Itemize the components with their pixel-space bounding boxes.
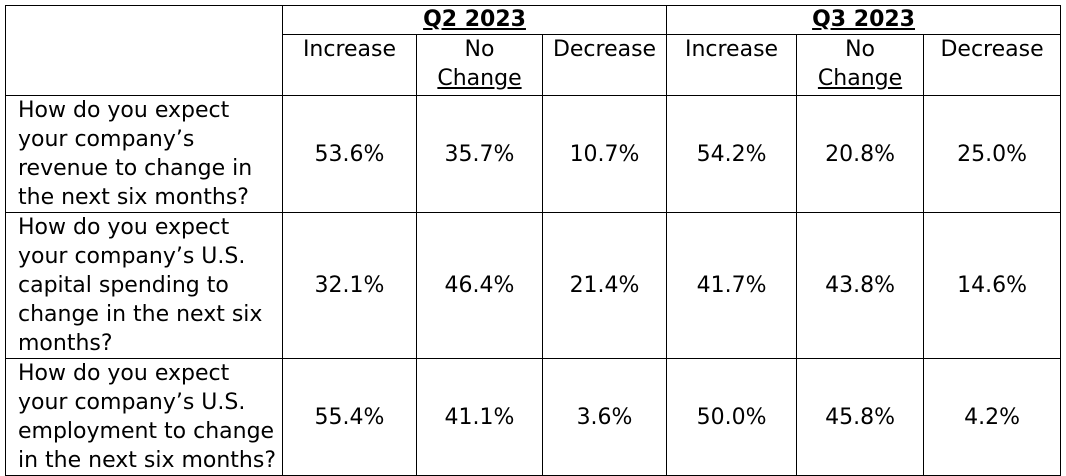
table-row: How do you expect your company’s revenue… <box>5 95 1062 213</box>
period-header-q3: Q3 2023 <box>666 5 1062 35</box>
question-cell: How do you expect your company’s U.S. em… <box>5 358 283 476</box>
value-cell: 50.0% <box>666 358 798 476</box>
value-cell: 41.1% <box>416 358 543 476</box>
column-header: Increase <box>282 34 417 96</box>
column-header: No Change <box>796 34 925 96</box>
value-cell: 54.2% <box>666 95 798 213</box>
value-cell: 46.4% <box>416 212 543 359</box>
column-header-line1: Increase <box>302 37 397 62</box>
value-cell: 55.4% <box>282 358 417 476</box>
value-cell: 53.6% <box>282 95 417 213</box>
value-cell: 41.7% <box>666 212 798 359</box>
corner-cell <box>5 5 283 96</box>
table-row: How do you expect your company’s U.S. em… <box>5 358 1062 476</box>
survey-table: Q2 2023 Q3 2023 Increase No Change Decrea… <box>5 5 1062 476</box>
period-header-row: Q2 2023 Q3 2023 <box>5 5 1062 96</box>
value-cell: 3.6% <box>541 358 668 476</box>
value-cell: 35.7% <box>416 95 543 213</box>
column-header: Decrease <box>541 34 668 96</box>
column-header: No Change <box>416 34 543 96</box>
column-header-line1: No <box>464 37 495 62</box>
column-header: Decrease <box>923 34 1062 96</box>
column-header-line2: Change <box>817 66 903 91</box>
value-cell: 32.1% <box>282 212 417 359</box>
column-header-line1: No <box>845 37 875 62</box>
column-header-line1: Decrease <box>940 37 1044 62</box>
value-cell: 14.6% <box>923 212 1062 359</box>
value-cell: 25.0% <box>923 95 1062 213</box>
value-cell: 10.7% <box>541 95 668 213</box>
column-header: Increase <box>666 34 798 96</box>
question-cell: How do you expect your company’s revenue… <box>5 95 283 213</box>
table-row: How do you expect your company’s U.S. ca… <box>5 212 1062 359</box>
column-header-line1: Increase <box>684 37 779 62</box>
value-cell: 4.2% <box>923 358 1062 476</box>
value-cell: 20.8% <box>796 95 925 213</box>
period-header-q2: Q2 2023 <box>281 5 668 35</box>
column-header-line2: Change <box>437 66 522 91</box>
column-header-line1: Decrease <box>552 37 657 62</box>
value-cell: 43.8% <box>796 212 925 359</box>
question-cell: How do you expect your company’s U.S. ca… <box>5 212 283 359</box>
value-cell: 21.4% <box>541 212 668 359</box>
column-header-row: Increase No Change Decrease Increase No Ch… <box>6 34 1062 96</box>
value-cell: 45.8% <box>796 358 925 476</box>
